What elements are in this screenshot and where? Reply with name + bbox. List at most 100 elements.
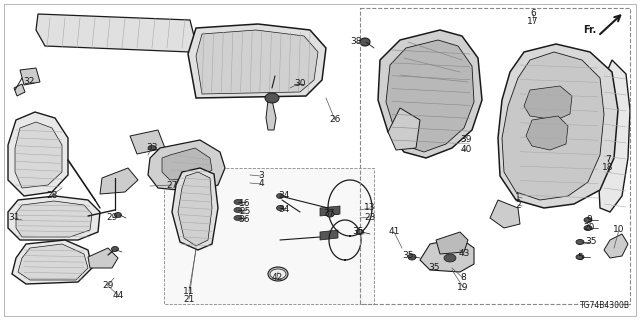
Text: 17: 17: [527, 18, 539, 27]
Text: 16: 16: [239, 199, 251, 209]
Polygon shape: [320, 230, 338, 240]
Text: 43: 43: [458, 250, 470, 259]
Ellipse shape: [276, 194, 284, 198]
Text: 3: 3: [258, 172, 264, 180]
Text: 29: 29: [106, 212, 118, 221]
Ellipse shape: [234, 207, 242, 212]
Ellipse shape: [584, 218, 592, 222]
Polygon shape: [14, 84, 25, 96]
Text: 20: 20: [583, 223, 595, 233]
Ellipse shape: [576, 239, 584, 244]
Text: 7: 7: [605, 156, 611, 164]
Polygon shape: [172, 168, 218, 250]
Text: 42: 42: [271, 274, 283, 283]
Polygon shape: [148, 140, 225, 192]
Text: 26: 26: [330, 116, 340, 124]
Polygon shape: [36, 14, 195, 52]
Text: 19: 19: [457, 283, 468, 292]
Text: 35: 35: [585, 237, 596, 246]
Ellipse shape: [408, 254, 416, 260]
Polygon shape: [386, 40, 474, 152]
Text: 35: 35: [403, 252, 413, 260]
Polygon shape: [196, 30, 318, 94]
Polygon shape: [604, 234, 628, 258]
Ellipse shape: [360, 38, 370, 46]
Text: 44: 44: [113, 291, 124, 300]
Text: 34: 34: [278, 204, 290, 213]
Ellipse shape: [270, 269, 286, 279]
Text: 8: 8: [460, 274, 466, 283]
Polygon shape: [524, 86, 572, 120]
Ellipse shape: [276, 205, 284, 211]
Text: 6: 6: [530, 10, 536, 19]
Polygon shape: [8, 196, 100, 240]
Text: 34: 34: [278, 191, 290, 201]
Text: 13: 13: [364, 204, 376, 212]
Text: 29: 29: [102, 281, 114, 290]
Polygon shape: [12, 240, 92, 284]
Polygon shape: [598, 60, 630, 212]
Polygon shape: [15, 122, 62, 188]
Text: TG74B4300B: TG74B4300B: [580, 301, 630, 310]
Polygon shape: [188, 24, 326, 98]
Text: Fr.: Fr.: [583, 25, 596, 35]
Text: 1: 1: [515, 193, 521, 202]
Polygon shape: [20, 68, 40, 85]
Polygon shape: [266, 100, 276, 130]
Text: 23: 23: [364, 212, 376, 221]
Polygon shape: [18, 244, 88, 280]
Ellipse shape: [234, 215, 242, 220]
Text: 11: 11: [183, 286, 195, 295]
Text: 28: 28: [46, 190, 58, 199]
Ellipse shape: [444, 254, 456, 262]
Polygon shape: [498, 44, 618, 208]
Polygon shape: [130, 130, 165, 154]
Polygon shape: [420, 238, 474, 272]
Polygon shape: [526, 116, 568, 150]
Ellipse shape: [326, 211, 334, 217]
Text: 21: 21: [183, 294, 195, 303]
Text: 39: 39: [460, 135, 472, 145]
Text: 37: 37: [323, 209, 335, 218]
Text: 40: 40: [460, 145, 472, 154]
Text: 35: 35: [352, 228, 364, 236]
Ellipse shape: [584, 226, 592, 230]
Ellipse shape: [148, 146, 156, 150]
Polygon shape: [378, 30, 482, 158]
Ellipse shape: [234, 199, 242, 204]
Polygon shape: [100, 168, 138, 194]
Text: 10: 10: [613, 226, 625, 235]
Polygon shape: [178, 172, 212, 246]
Ellipse shape: [576, 254, 584, 260]
Polygon shape: [16, 201, 92, 237]
Text: 31: 31: [8, 213, 20, 222]
Text: 32: 32: [23, 77, 35, 86]
Bar: [164, 168, 374, 304]
Polygon shape: [320, 206, 340, 216]
Text: 38: 38: [350, 37, 362, 46]
Text: 18: 18: [602, 164, 614, 172]
Text: 41: 41: [388, 228, 400, 236]
Text: 27: 27: [166, 180, 178, 189]
Polygon shape: [436, 232, 468, 254]
Text: 25: 25: [239, 207, 251, 217]
Polygon shape: [8, 112, 68, 196]
Ellipse shape: [268, 267, 288, 281]
Text: 2: 2: [515, 201, 521, 210]
Polygon shape: [88, 248, 118, 268]
Ellipse shape: [115, 212, 122, 218]
Polygon shape: [490, 200, 520, 228]
Ellipse shape: [265, 93, 279, 103]
Text: 9: 9: [586, 215, 592, 225]
Text: 4: 4: [258, 180, 264, 188]
Polygon shape: [388, 108, 420, 150]
Ellipse shape: [111, 246, 118, 252]
Text: 30: 30: [294, 78, 306, 87]
Text: 35: 35: [428, 262, 440, 271]
Text: 5: 5: [577, 252, 583, 261]
Ellipse shape: [356, 229, 364, 235]
Bar: [360, 8, 630, 304]
Polygon shape: [502, 52, 604, 200]
Polygon shape: [162, 148, 212, 180]
Text: 36: 36: [238, 215, 250, 225]
